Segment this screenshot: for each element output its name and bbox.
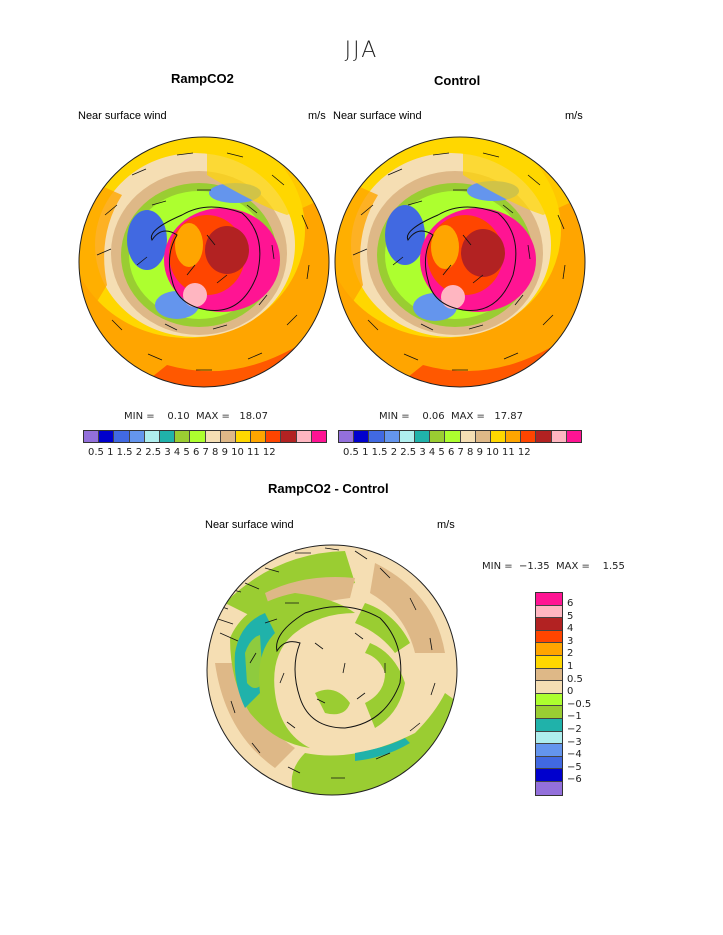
- colorbar-swatch: [490, 431, 507, 442]
- colorbar-swatch: [235, 431, 252, 442]
- colorbar-swatch: [536, 693, 562, 707]
- colorbar-label: 5: [567, 610, 574, 622]
- colorbar-swatch: [266, 431, 282, 442]
- colorbar-swatch: [536, 593, 562, 606]
- panel-units-control: m/s: [565, 110, 583, 122]
- colorbar-label: −5: [567, 761, 582, 773]
- colorbar-swatch: [536, 618, 562, 631]
- colorbar-swatch: [190, 431, 206, 442]
- colorbar-label: 2: [567, 648, 574, 660]
- colorbar-swatch: [536, 769, 562, 782]
- colorbar-swatch: [84, 431, 100, 442]
- colorbar-swatch: [536, 668, 562, 682]
- max-value: 17.87: [494, 411, 524, 422]
- colorbar-swatch: [536, 655, 562, 669]
- colorbar-swatch: [536, 781, 562, 795]
- colorbar-swatch: [205, 431, 221, 442]
- minmax-difference: MIN = −1.35 MAX = 1.55: [482, 561, 625, 572]
- colorbar-swatch: [536, 643, 562, 656]
- min-label: MIN =: [482, 561, 513, 572]
- colorbar-label: −2: [567, 724, 582, 735]
- colorbar-rampco2: [83, 430, 327, 443]
- colorbar-swatch: [339, 431, 355, 442]
- colorbar-swatch: [281, 431, 297, 442]
- colorbar-swatch: [129, 431, 145, 442]
- panel-variable-rampco2: Near surface wind: [78, 110, 167, 122]
- max-value: 18.07: [239, 411, 269, 422]
- minmax-rampco2: MIN = 0.10 MAX = 18.07: [124, 411, 268, 422]
- colorbar-labels-difference: 6 5 4 3 2 1 0.5 0 −0.5 −1 −2 −3 −4 −5 −6: [567, 592, 607, 797]
- colorbar-swatch: [220, 431, 236, 442]
- panel-title-rampco2: RampCO2: [171, 71, 234, 86]
- colorbar-swatch: [144, 431, 160, 442]
- min-label: MIN =: [379, 411, 410, 422]
- diff-panel-units: m/s: [437, 519, 455, 531]
- colorbar-label: 4: [567, 623, 574, 635]
- max-label: MAX =: [450, 411, 485, 422]
- colorbar-label: −3: [567, 736, 582, 748]
- colorbar-swatch: [114, 431, 130, 442]
- colorbar-label: 0.5: [567, 673, 583, 685]
- colorbar-ticks-control: 0.5 1 1.5 2 2.5 3 4 5 6 7 8 9 10 11 12: [343, 447, 531, 458]
- minmax-control: MIN = 0.06 MAX = 17.87: [379, 411, 523, 422]
- colorbar-swatch: [175, 431, 191, 442]
- max-label: MAX =: [556, 561, 590, 572]
- colorbar-swatch: [296, 431, 312, 442]
- colorbar-swatch: [536, 605, 562, 619]
- min-value: 0.10: [167, 411, 190, 422]
- diff-panel-title: RampCO2 - Control: [268, 481, 389, 496]
- colorbar-swatch: [551, 431, 567, 442]
- figure-title: JJA: [344, 38, 379, 63]
- colorbar-label: −6: [567, 774, 582, 786]
- panel-title-control: Control: [434, 73, 481, 88]
- colorbar-swatch: [521, 431, 537, 442]
- colorbar-swatch: [536, 630, 562, 644]
- colorbar-ticks-rampco2: 0.5 1 1.5 2 2.5 3 4 5 6 7 8 9 10 11 12: [88, 447, 276, 458]
- polar-map-rampco2: [78, 136, 330, 388]
- max-value: 1.55: [602, 561, 625, 572]
- colorbar-swatch: [159, 431, 176, 442]
- colorbar-label: 3: [567, 635, 574, 647]
- colorbar-swatch: [475, 431, 491, 442]
- polar-map-difference: [206, 544, 458, 796]
- colorbar-label: 6: [567, 598, 574, 609]
- panel-variable-control: Near surface wind: [333, 110, 422, 122]
- colorbar-swatch: [536, 756, 562, 770]
- polar-map-control: [334, 136, 586, 388]
- colorbar-label: −0.5: [567, 698, 592, 710]
- colorbar-swatch: [384, 431, 400, 442]
- colorbar-swatch: [414, 431, 431, 442]
- max-label: MAX =: [195, 411, 230, 422]
- min-label: MIN =: [124, 411, 155, 422]
- colorbar-label: 0: [567, 686, 574, 698]
- colorbar-difference: [535, 592, 563, 796]
- min-value: 0.06: [422, 411, 445, 422]
- colorbar-control: [338, 430, 582, 443]
- colorbar-swatch: [354, 431, 370, 442]
- min-value: −1.35: [518, 561, 550, 572]
- colorbar-swatch: [369, 431, 385, 442]
- colorbar-swatch: [399, 431, 415, 442]
- colorbar-swatch: [536, 744, 562, 757]
- colorbar-swatch: [536, 706, 562, 719]
- colorbar-swatch: [566, 431, 581, 442]
- colorbar-swatch: [506, 431, 522, 442]
- colorbar-swatch: [99, 431, 115, 442]
- diff-panel-variable: Near surface wind: [205, 519, 294, 531]
- colorbar-swatch: [536, 718, 562, 732]
- panel-units-rampco2: m/s: [308, 110, 326, 122]
- colorbar-swatch: [311, 431, 326, 442]
- colorbar-label: −1: [567, 711, 582, 723]
- colorbar-swatch: [536, 681, 562, 694]
- colorbar-swatch: [445, 431, 461, 442]
- colorbar-swatch: [251, 431, 267, 442]
- colorbar-swatch: [430, 431, 446, 442]
- colorbar-swatch: [536, 731, 562, 745]
- colorbar-label: 1: [567, 661, 574, 672]
- colorbar-swatch: [536, 431, 552, 442]
- colorbar-swatch: [460, 431, 476, 442]
- colorbar-label: −4: [567, 749, 582, 761]
